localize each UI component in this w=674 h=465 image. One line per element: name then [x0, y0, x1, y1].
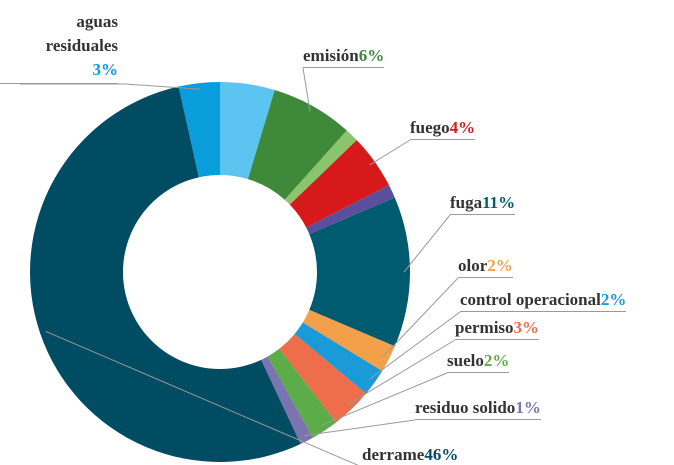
label-name: permiso — [455, 318, 514, 337]
label-value: 3% — [513, 318, 540, 337]
leader-line — [347, 339, 456, 405]
segment-label: control operacional2% — [460, 290, 627, 312]
leader-line — [369, 139, 411, 166]
segment — [267, 348, 337, 438]
label-value: 1% — [515, 398, 541, 417]
leader-line — [302, 67, 311, 112]
label-value: 6% — [358, 46, 385, 65]
leader-line — [369, 311, 461, 380]
segment — [220, 82, 275, 180]
segment — [289, 140, 389, 228]
segment — [294, 322, 383, 394]
leader-line — [403, 214, 451, 273]
segment — [178, 82, 220, 178]
label-value: 11% — [482, 193, 516, 212]
segment — [30, 86, 301, 462]
leader-line — [125, 83, 200, 90]
segment — [284, 130, 357, 205]
label-name: olor — [458, 256, 488, 275]
segment-label: fuga11% — [450, 193, 516, 215]
label-value: 2% — [600, 290, 627, 309]
leader-line — [304, 419, 416, 437]
segment-label: residuo solido1% — [415, 398, 541, 420]
segment-label: aguas residuales 3% — [0, 10, 118, 84]
segment-label: derrame46% — [362, 445, 458, 465]
segment-label: suelo2% — [447, 351, 510, 373]
label-name: control operacional — [460, 290, 601, 309]
segment-label: olor2% — [458, 256, 513, 278]
segment — [279, 334, 367, 423]
label-value: 2% — [483, 351, 510, 370]
label-name: fuego — [410, 118, 450, 137]
label-name: derrame — [362, 445, 425, 464]
segment — [261, 356, 313, 445]
leader-line — [383, 277, 459, 357]
label-value: 2% — [487, 256, 513, 275]
label-name: fuga — [450, 193, 483, 212]
label-value: 46% — [424, 445, 459, 464]
label-name: emisión — [303, 46, 359, 65]
label-value: 4% — [449, 118, 476, 137]
segment-label: permiso3% — [455, 318, 540, 340]
segment — [302, 309, 395, 371]
segment-label: fuego4% — [410, 118, 476, 140]
segment — [306, 185, 395, 235]
segment — [247, 90, 347, 200]
leader-line — [45, 330, 359, 465]
segment — [309, 197, 411, 347]
label-name: residuo solido — [415, 398, 516, 417]
label-name: suelo — [447, 351, 484, 370]
label-name: aguas residuales — [45, 12, 118, 55]
leader-line — [321, 372, 448, 426]
label-value: 3% — [92, 60, 119, 79]
segment-label: emisión6% — [303, 46, 385, 68]
